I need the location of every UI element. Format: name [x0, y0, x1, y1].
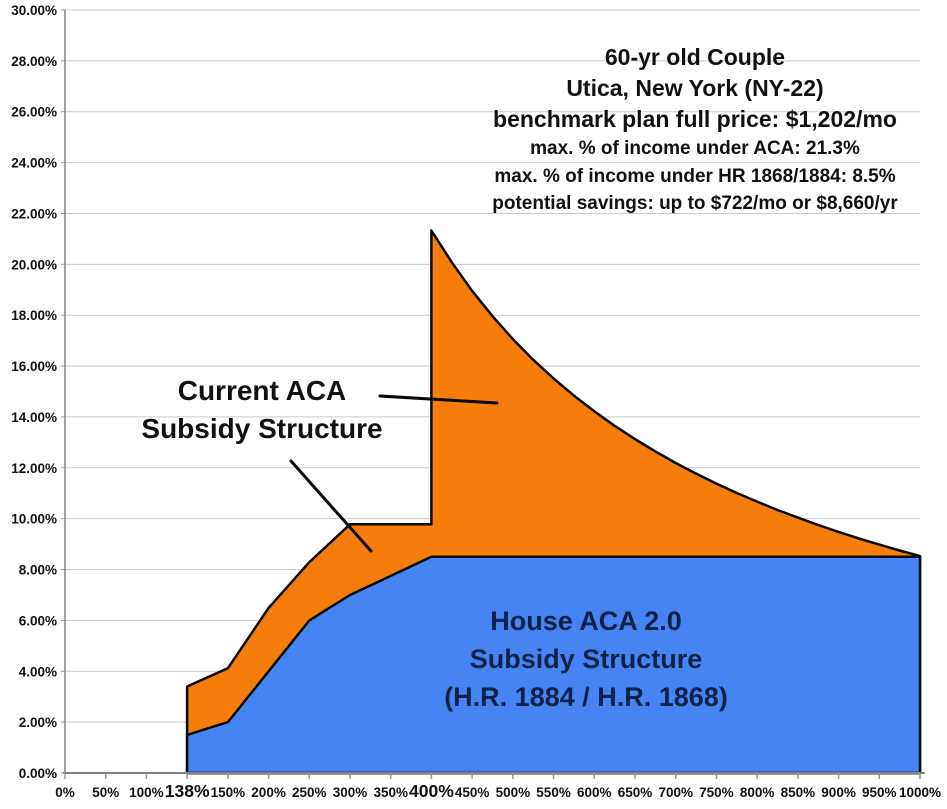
y-axis-tick-label: 10.00% — [11, 512, 57, 527]
x-axis-tick-label: 138% — [165, 781, 210, 801]
annotation-line-5: max. % of income under HR 1868/1884: 8.5… — [494, 165, 896, 187]
y-axis-tick-label: 2.00% — [19, 715, 57, 730]
x-axis-tick-label: 50% — [92, 785, 119, 800]
house-label-line-2: Subsidy Structure — [469, 644, 703, 674]
y-axis-tick-label: 22.00% — [11, 206, 57, 221]
x-axis-tick-label: 1000% — [899, 785, 941, 800]
x-axis-tick-label: 650% — [618, 785, 653, 800]
y-axis-tick-label: 18.00% — [11, 308, 57, 323]
annotation-line-6: potential savings: up to $722/mo or $8,6… — [492, 193, 898, 214]
y-axis-tick-label: 0.00% — [19, 766, 57, 781]
x-axis-tick-label: 400% — [409, 781, 454, 801]
house-aca-series-label: House ACA 2.0 Subsidy Structure (H.R. 18… — [356, 602, 816, 716]
house-label-line-1: House ACA 2.0 — [490, 606, 682, 636]
y-axis-tick-label: 8.00% — [19, 563, 57, 578]
y-axis-tick-label: 30.00% — [11, 3, 57, 18]
house-aca-area — [185, 555, 922, 775]
y-axis-tick-label: 28.00% — [11, 54, 57, 69]
x-axis-tick-label: 200% — [251, 785, 286, 800]
x-axis-tick-label: 800% — [740, 785, 775, 800]
annotation-leader-line — [289, 459, 373, 553]
x-axis-tick-label: 0% — [55, 785, 75, 800]
x-axis-tick-label: 900% — [821, 785, 856, 800]
annotation-line-3: benchmark plan full price: $1,202/mo — [493, 106, 897, 132]
x-axis-tick-label: 700% — [658, 785, 693, 800]
annotation-leader-line — [378, 394, 499, 405]
x-axis-tick-label: 250% — [292, 785, 327, 800]
x-axis-tick-label: 450% — [455, 785, 490, 800]
y-axis-tick-label: 24.00% — [11, 156, 57, 171]
x-axis-tick-label: 850% — [781, 785, 816, 800]
x-axis-tick-label: 500% — [496, 785, 531, 800]
y-axis-tick-label: 16.00% — [11, 359, 57, 374]
chart-annotation: 60-yr old Couple Utica, New York (NY-22)… — [450, 42, 940, 218]
x-axis-tick-label: 750% — [699, 785, 734, 800]
x-axis-tick-label: 350% — [373, 785, 408, 800]
x-axis-tick-label: 550% — [536, 785, 571, 800]
annotation-line-1: 60-yr old Couple — [604, 44, 786, 70]
x-axis-tick-label: 100% — [129, 785, 164, 800]
annotation-line-2: Utica, New York (NY-22) — [566, 75, 824, 101]
x-axis-tick-label: 150% — [211, 785, 246, 800]
current-aca-label-line-2: Subsidy Structure — [141, 413, 383, 444]
current-aca-label-line-1: Current ACA — [177, 375, 347, 406]
y-axis-tick-label: 20.00% — [11, 257, 57, 272]
house-label-line-3: (H.R. 1884 / H.R. 1868) — [444, 682, 728, 712]
x-axis-tick-label: 950% — [862, 785, 897, 800]
y-axis-tick-label: 12.00% — [11, 461, 57, 476]
y-axis-tick-label: 26.00% — [11, 105, 57, 120]
annotation-line-4: max. % of income under ACA: 21.3% — [530, 138, 860, 159]
y-axis-tick-label: 14.00% — [11, 410, 57, 425]
y-axis-tick-label: 4.00% — [19, 664, 57, 679]
x-axis-tick-label: 300% — [333, 785, 368, 800]
x-axis-tick-label: 600% — [577, 785, 612, 800]
y-axis-tick-label: 6.00% — [19, 613, 57, 628]
current-aca-series-label: Current ACA Subsidy Structure — [72, 372, 452, 448]
